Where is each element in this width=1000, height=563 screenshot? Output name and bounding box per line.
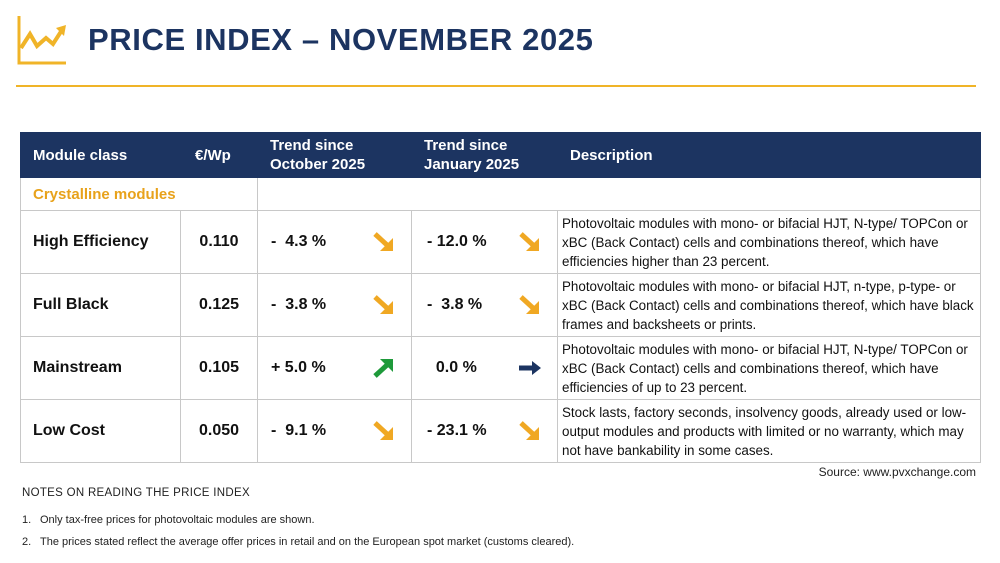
note-number: 1.: [22, 514, 32, 526]
module-class-cell: High Efficiency: [20, 210, 181, 274]
trend-october-value: - 4.3 %: [271, 233, 327, 250]
trend-january-cell: - 23.1 %: [411, 399, 558, 463]
header-module-class: Module class: [20, 132, 181, 178]
header-trend-october-line1: Trend since: [270, 137, 354, 154]
trend-flat-arrow-icon: [519, 361, 541, 375]
trend-january-cell: - 3.8 %: [411, 273, 558, 337]
title-divider: [16, 85, 976, 87]
trend-october-cell: - 9.1 %: [257, 399, 412, 463]
notes-heading: NOTES ON READING THE PRICE INDEX: [22, 487, 250, 499]
trend-january-cell: - 12.0 %: [411, 210, 558, 274]
price-cell: 0.125: [180, 273, 258, 337]
trend-january-value: - 3.8 %: [427, 296, 483, 313]
trend-down-arrow-icon: [519, 421, 539, 440]
module-class-cell: Full Black: [20, 273, 181, 337]
table-row: Mainstream 0.105 + 5.0 % 0.0 % Photovolt…: [20, 336, 981, 400]
module-class-cell: Low Cost: [20, 399, 181, 463]
trend-down-arrow-icon: [373, 421, 393, 440]
header-description: Description: [557, 132, 981, 178]
trend-october-cell: + 5.0 %: [257, 336, 412, 400]
trend-january-value: 0.0 %: [427, 359, 477, 376]
trend-down-arrow-icon: [373, 295, 393, 314]
description-cell: Photovoltaic modules with mono- or bifac…: [557, 273, 981, 337]
source-note: Source: www.pvxchange.com: [818, 465, 976, 479]
table-header-row: Module class €/Wp Trend since October 20…: [20, 132, 981, 178]
description-cell: Photovoltaic modules with mono- or bifac…: [557, 336, 981, 400]
note-text: The prices stated reflect the average of…: [40, 536, 575, 548]
trend-october-value: - 3.8 %: [271, 296, 327, 313]
header-trend-october-line2: October 2025: [270, 156, 366, 173]
trend-down-arrow-icon: [519, 232, 539, 251]
price-index-table: Module class €/Wp Trend since October 20…: [20, 132, 981, 463]
section-spacer: [257, 177, 981, 211]
trend-october-cell: - 4.3 %: [257, 210, 412, 274]
header-price: €/Wp: [180, 132, 258, 178]
header-trend-january-line2: January 2025: [424, 156, 520, 173]
price-cell: 0.050: [180, 399, 258, 463]
header-trend-october: Trend since October 2025: [257, 132, 412, 178]
trend-october-value: - 9.1 %: [271, 422, 327, 439]
module-class-cell: Mainstream: [20, 336, 181, 400]
table-row: High Efficiency 0.110 - 4.3 % - 12.0 % P…: [20, 210, 981, 274]
section-row: Crystalline modules: [20, 177, 981, 211]
trend-january-value: - 12.0 %: [427, 233, 487, 250]
table-row: Full Black 0.125 - 3.8 % - 3.8 % Photovo…: [20, 273, 981, 337]
table-row: Low Cost 0.050 - 9.1 % - 23.1 % Stock la…: [20, 399, 981, 463]
price-cell: 0.105: [180, 336, 258, 400]
description-cell: Stock lasts, factory seconds, insolvency…: [557, 399, 981, 463]
note-text: Only tax-free prices for photovoltaic mo…: [40, 514, 315, 526]
note-item: 1. Only tax-free prices for photovoltaic …: [22, 514, 315, 526]
page-title: PRICE INDEX – NOVEMBER 2025: [88, 22, 594, 57]
note-number: 2.: [22, 536, 32, 548]
trend-january-value: - 23.1 %: [427, 422, 487, 439]
section-label: Crystalline modules: [20, 177, 258, 211]
header-trend-january-line1: Trend since: [424, 137, 508, 154]
trend-october-value: + 5.0 %: [271, 359, 326, 376]
chart-trend-icon: [17, 16, 66, 65]
header-trend-january: Trend since January 2025: [411, 132, 558, 178]
price-cell: 0.110: [180, 210, 258, 274]
note-item: 2. The prices stated reflect the average …: [22, 536, 574, 548]
trend-down-arrow-icon: [373, 232, 393, 251]
description-cell: Photovoltaic modules with mono- or bifac…: [557, 210, 981, 274]
trend-october-cell: - 3.8 %: [257, 273, 412, 337]
trend-january-cell: 0.0 %: [411, 336, 558, 400]
trend-down-arrow-icon: [519, 295, 539, 314]
trend-up-arrow-icon: [373, 359, 393, 378]
